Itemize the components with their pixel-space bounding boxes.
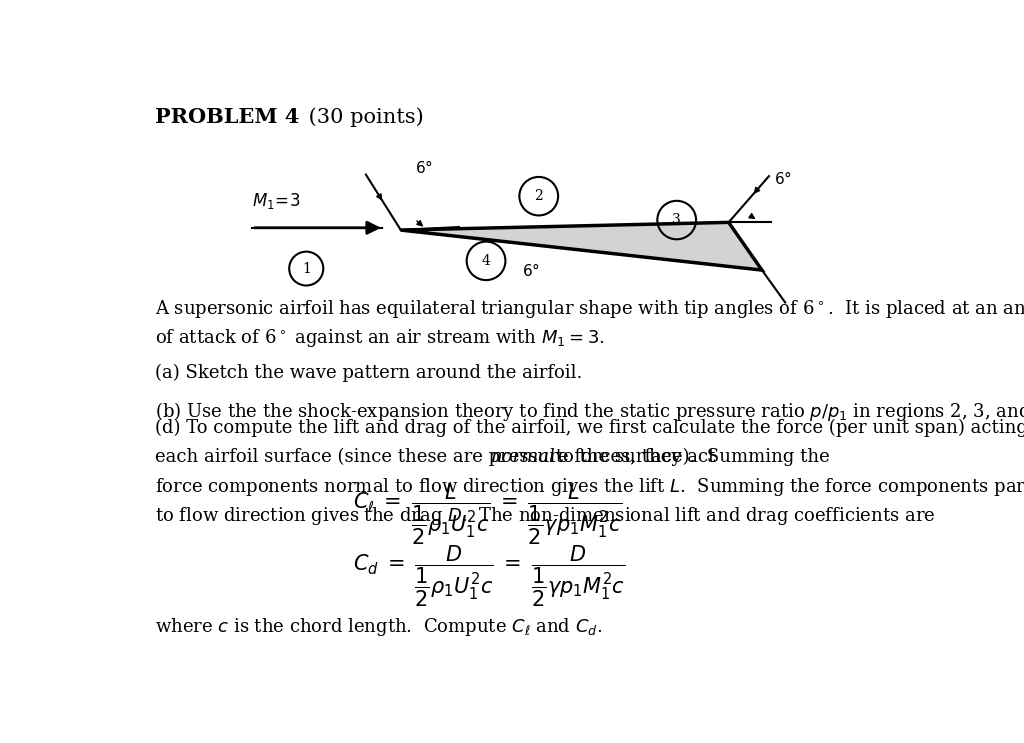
Text: to flow direction gives the drag $D$.  The non-dimensional lift and drag coeffic: to flow direction gives the drag $D$. Th…	[155, 505, 936, 528]
Text: (d) To compute the lift and drag of the airfoil, we first calculate the force (p: (d) To compute the lift and drag of the …	[155, 419, 1024, 437]
Text: where $c$ is the chord length.  Compute $C_\ell$ and $C_d$.: where $c$ is the chord length. Compute $…	[155, 616, 602, 637]
Text: each airfoil surface (since these are pressure forces, they act: each airfoil surface (since these are pr…	[155, 447, 721, 466]
Text: $6°$: $6°$	[415, 159, 433, 176]
Text: of attack of 6$^\circ$ against an air stream with $M_1 = 3$.: of attack of 6$^\circ$ against an air st…	[155, 327, 605, 348]
Text: normal: normal	[490, 447, 555, 466]
Text: $C_\ell \; = \; \dfrac{L}{\dfrac{1}{2}\rho_1 U_1^2 c} \; = \; \dfrac{L}{\dfrac{1: $C_\ell \; = \; \dfrac{L}{\dfrac{1}{2}\r…	[352, 482, 622, 548]
Text: 4: 4	[481, 254, 490, 268]
Text: to the surface).  Summing the: to the surface). Summing the	[550, 447, 830, 466]
Text: (30 points): (30 points)	[302, 107, 424, 126]
Text: $M_1\!=\!3$: $M_1\!=\!3$	[252, 191, 300, 211]
Text: $6°$: $6°$	[773, 170, 792, 187]
Text: A supersonic airfoil has equilateral triangular shape with tip angles of 6$^\cir: A supersonic airfoil has equilateral tri…	[155, 298, 1024, 319]
Text: 2: 2	[535, 189, 543, 203]
Text: PROBLEM 4: PROBLEM 4	[155, 107, 299, 127]
Polygon shape	[400, 222, 762, 270]
Text: $6°$: $6°$	[521, 262, 540, 279]
Text: 1: 1	[302, 262, 310, 276]
Text: 3: 3	[673, 213, 681, 227]
Text: (b) Use the the shock-expansion theory to find the static pressure ratio $p/p_1$: (b) Use the the shock-expansion theory t…	[155, 400, 1024, 423]
Text: force components normal to flow direction gives the lift $L$.  Summing the force: force components normal to flow directio…	[155, 476, 1024, 499]
Text: $C_d \; = \; \dfrac{D}{\dfrac{1}{2}\rho_1 U_1^2 c} \; = \; \dfrac{D}{\dfrac{1}{2: $C_d \; = \; \dfrac{D}{\dfrac{1}{2}\rho_…	[352, 544, 626, 609]
Text: (a) Sketch the wave pattern around the airfoil.: (a) Sketch the wave pattern around the a…	[155, 363, 583, 381]
